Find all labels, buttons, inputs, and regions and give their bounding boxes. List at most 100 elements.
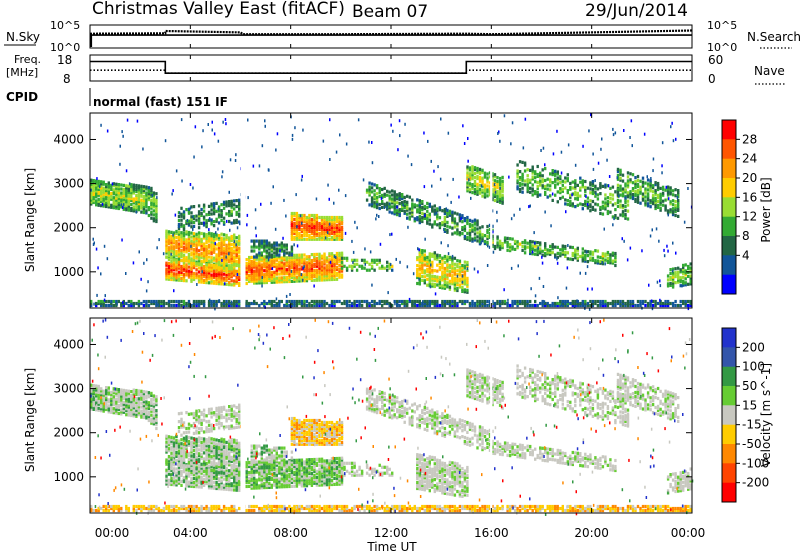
heatmap-cell [258,241,261,245]
heatmap-cell [656,193,660,197]
noise-point [162,252,165,256]
heatmap-cell [451,280,454,284]
heatmap-cell [531,175,534,179]
noise-point [234,159,237,162]
heatmap-cell [293,271,296,275]
heatmap-cell [293,211,296,216]
heatmap-cell [97,392,100,396]
heatmap-cell [403,203,406,207]
heatmap-cell [591,182,595,186]
heatmap-cell [506,303,509,308]
cpid-text: normal (fast) 151 IF [93,95,228,109]
heatmap-cell [679,299,682,304]
heatmap-cell [212,281,216,285]
noise-point [468,178,470,182]
heatmap-cell [333,301,336,306]
heatmap-cell [496,193,499,197]
heatmap-cell [529,247,532,252]
heatmap-cell [659,206,662,210]
heatmap-cell [150,210,153,214]
heatmap-cell [192,248,196,252]
heatmap-cell [167,271,171,275]
heatmap-cell [255,239,258,243]
heatmap-cell [185,269,188,273]
heatmap-cell [388,262,391,266]
heatmap-cell [315,299,319,304]
heatmap-cell [182,247,186,251]
heatmap-cell [130,398,133,402]
heatmap-cell [127,413,130,417]
heatmap-cell [461,268,464,272]
heatmap-cell [398,303,401,308]
heatmap-cell [318,278,321,282]
heatmap-cell [611,215,615,219]
heatmap-cell [365,198,369,202]
heatmap-cell [135,187,138,191]
noise-point [462,124,464,128]
heatmap-cell [228,236,231,240]
noise-point [612,223,614,227]
heatmap-cell [152,406,156,410]
heatmap-cell [468,228,472,232]
heatmap-cell [155,213,158,218]
heatmap-cell [616,191,620,195]
heatmap-cell [656,187,660,192]
heatmap-cell [92,401,95,406]
heatmap-cell [599,205,602,210]
heatmap-cell [90,407,93,411]
heatmap-cell [298,237,301,241]
heatmap-cell [238,202,241,206]
noise-point [267,168,270,172]
heatmap-cell [325,274,329,278]
heatmap-cell [238,240,241,244]
heatmap-cell [233,279,236,283]
heatmap-cell [406,204,409,208]
heatmap-cell [609,200,612,204]
heatmap-cell [641,194,645,198]
heatmap-cell [674,206,677,210]
noise-point [296,225,298,229]
heatmap-cell [150,192,153,196]
heatmap-cell [288,303,291,308]
heatmap-cell [581,185,584,189]
heatmap-cell [671,285,675,289]
heatmap-cell [411,204,414,208]
heatmap-cell [666,284,670,288]
heatmap-cell [636,190,640,194]
heatmap-cell [115,393,118,397]
heatmap-cell [443,219,447,224]
heatmap-cell [152,418,156,422]
heatmap-cell [441,266,444,270]
heatmap-cell [677,189,680,193]
heatmap-cell [137,411,141,415]
heatmap-cell [493,179,497,183]
heatmap-cell [192,299,196,304]
heatmap-cell [175,243,178,247]
colorbar-swatch [722,178,736,198]
noise-point [422,300,424,304]
heatmap-cell [255,255,258,259]
heatmap-cell [102,399,105,403]
heatmap-cell [225,245,228,249]
heatmap-cell [100,190,103,194]
heatmap-cell [117,403,120,408]
heatmap-cell [554,185,557,189]
heatmap-cell [596,299,600,304]
heatmap-cell [137,399,141,403]
heatmap-cell [110,205,113,209]
heatmap-cell [145,404,148,408]
heatmap-cell [654,301,657,306]
heatmap-cell [323,258,326,262]
heatmap-cell [671,271,675,275]
heatmap-cell [195,234,198,238]
heatmap-cell [90,405,93,409]
heatmap-cell [298,253,301,257]
heatmap-cell [220,248,223,252]
heatmap-cell [95,406,98,410]
heatmap-cell [551,303,554,308]
heatmap-cell [275,262,278,266]
heatmap-cell [320,264,324,268]
heatmap-cell [125,188,128,192]
heatmap-cell [150,301,153,306]
heatmap-cell [624,204,627,208]
